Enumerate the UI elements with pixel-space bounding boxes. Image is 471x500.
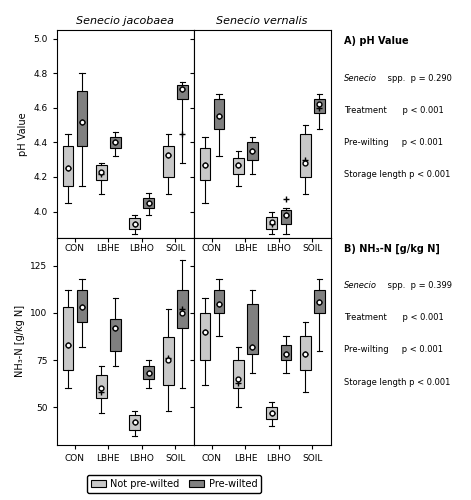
- PathPatch shape: [130, 415, 140, 430]
- Text: Senecio: Senecio: [344, 281, 377, 290]
- Text: A) pH Value: A) pH Value: [344, 36, 408, 46]
- PathPatch shape: [200, 313, 210, 360]
- Text: Senecio: Senecio: [344, 74, 377, 82]
- Y-axis label: NH₃-N [g/kg N]: NH₃-N [g/kg N]: [15, 305, 24, 378]
- PathPatch shape: [314, 99, 325, 113]
- PathPatch shape: [63, 308, 73, 370]
- PathPatch shape: [177, 290, 187, 328]
- PathPatch shape: [96, 165, 106, 180]
- Y-axis label: pH Value: pH Value: [17, 112, 28, 156]
- Legend: Not pre-wilted, Pre-wilted: Not pre-wilted, Pre-wilted: [87, 475, 261, 492]
- PathPatch shape: [233, 158, 244, 174]
- PathPatch shape: [163, 338, 173, 384]
- Title: Senecio vernalis: Senecio vernalis: [217, 16, 308, 26]
- PathPatch shape: [77, 90, 87, 146]
- Text: Storage length p < 0.001: Storage length p < 0.001: [344, 378, 450, 386]
- PathPatch shape: [110, 318, 121, 350]
- Text: Pre-wilting     p < 0.001: Pre-wilting p < 0.001: [344, 138, 443, 147]
- PathPatch shape: [300, 336, 310, 370]
- PathPatch shape: [214, 99, 224, 128]
- PathPatch shape: [144, 366, 154, 379]
- Text: B) NH₃-N [g/kg N]: B) NH₃-N [g/kg N]: [344, 244, 439, 254]
- Title: Senecio jacobaea: Senecio jacobaea: [76, 16, 174, 26]
- PathPatch shape: [63, 146, 73, 186]
- PathPatch shape: [177, 86, 187, 99]
- Text: Treatment      p < 0.001: Treatment p < 0.001: [344, 106, 444, 114]
- PathPatch shape: [247, 142, 258, 160]
- PathPatch shape: [300, 134, 310, 177]
- PathPatch shape: [110, 137, 121, 147]
- PathPatch shape: [200, 148, 210, 180]
- PathPatch shape: [144, 198, 154, 208]
- PathPatch shape: [267, 217, 277, 229]
- Text: Treatment      p < 0.001: Treatment p < 0.001: [344, 313, 444, 322]
- PathPatch shape: [247, 304, 258, 354]
- Text: spp.  p = 0.290: spp. p = 0.290: [385, 74, 452, 82]
- Text: Storage length p < 0.001: Storage length p < 0.001: [344, 170, 450, 179]
- PathPatch shape: [281, 210, 291, 224]
- Text: Pre-wilting     p < 0.001: Pre-wilting p < 0.001: [344, 346, 443, 354]
- PathPatch shape: [130, 218, 140, 229]
- PathPatch shape: [77, 290, 87, 322]
- PathPatch shape: [267, 408, 277, 418]
- PathPatch shape: [281, 345, 291, 360]
- PathPatch shape: [163, 146, 173, 177]
- PathPatch shape: [214, 290, 224, 313]
- Text: spp.  p = 0.399: spp. p = 0.399: [385, 281, 452, 290]
- PathPatch shape: [314, 290, 325, 313]
- PathPatch shape: [233, 360, 244, 388]
- PathPatch shape: [96, 375, 106, 398]
